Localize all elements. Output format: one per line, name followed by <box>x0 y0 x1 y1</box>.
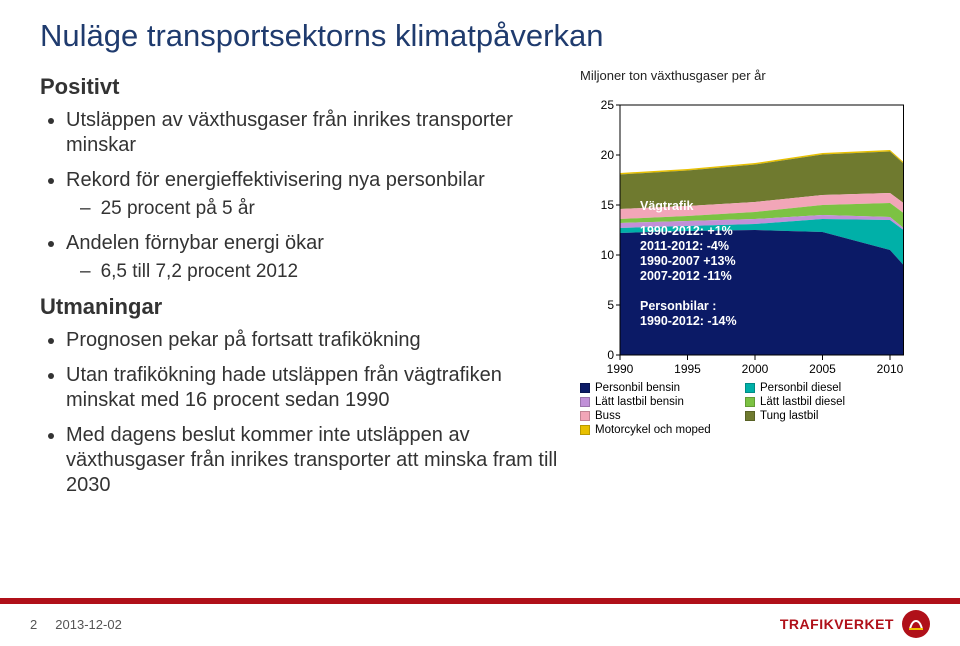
bullet-3-text: Andelen förnybar energi ökar <box>66 232 324 254</box>
legend-tung: Tung lastbil <box>745 410 910 422</box>
bullet-4: Prognosen pekar på fortsatt trafikökning <box>66 328 570 353</box>
subhead-challenges: Utmaningar <box>40 294 570 320</box>
bullet-2a: 25 procent på 5 år <box>80 197 570 221</box>
annot2-head: Personbilar : <box>640 299 716 313</box>
chart-legend: Personbil bensin Personbil diesel Lätt l… <box>580 381 910 437</box>
bullet-2-text: Rekord för energieffektivisering nya per… <box>66 169 485 191</box>
legend-label: Lätt lastbil diesel <box>760 396 845 408</box>
swatch-tung <box>745 411 755 421</box>
bullet-3: Andelen förnybar energi ökar 6,5 till 7,… <box>66 231 570 284</box>
subhead-positive: Positivt <box>40 74 570 100</box>
legend-ll-bensin: Lätt lastbil bensin <box>580 396 745 408</box>
ytick-25: 25 <box>601 98 615 112</box>
legend-label: Personbil diesel <box>760 382 841 394</box>
legend-label: Personbil bensin <box>595 382 680 394</box>
xtick-2000: 2000 <box>742 362 769 375</box>
xtick-2010: 2010 <box>877 362 904 375</box>
xtick-1990: 1990 <box>607 362 634 375</box>
ytick-5: 5 <box>607 298 614 312</box>
legend-pb-diesel: Personbil diesel <box>745 382 910 394</box>
footer-meta: 2 2013-12-02 <box>30 617 122 632</box>
legend-pb-bensin: Personbil bensin <box>580 382 745 394</box>
legend-label: Lätt lastbil bensin <box>595 396 684 408</box>
annot-vagtrafik: Vägtrafik <box>640 199 694 213</box>
left-column: Positivt Utsläppen av växthusgaser från … <box>40 68 580 508</box>
ytick-0: 0 <box>607 348 614 362</box>
ytick-15: 15 <box>601 198 615 212</box>
legend-label: Buss <box>595 410 621 422</box>
swatch-pb-diesel <box>745 383 755 393</box>
annot-l4: 2007-2012 -11% <box>640 269 732 283</box>
annot-l3: 1990-2007 +13% <box>640 254 736 268</box>
page-number: 2 <box>30 617 37 632</box>
right-column: Miljoner ton växthusgaser per år <box>580 68 920 508</box>
ytick-20: 20 <box>601 148 615 162</box>
ytick-10: 10 <box>601 248 615 262</box>
swatch-moto <box>580 425 590 435</box>
brand-logo: TRAFIKVERKET <box>780 610 930 638</box>
annot2-l1: 1990-2012: -14% <box>640 314 737 328</box>
bullet-1: Utsläppen av växthusgaser från inrikes t… <box>66 108 570 158</box>
legend-buss: Buss <box>580 410 745 422</box>
swatch-ll-diesel <box>745 397 755 407</box>
swatch-buss <box>580 411 590 421</box>
annot-l2: 2011-2012: -4% <box>640 239 729 253</box>
page-title: Nuläge transportsektorns klimatpåverkan <box>40 18 920 54</box>
xtick-1995: 1995 <box>674 362 701 375</box>
brand-icon <box>902 610 930 638</box>
legend-label: Tung lastbil <box>760 410 818 422</box>
bullet-3a: 6,5 till 7,2 procent 2012 <box>80 260 570 284</box>
footer-divider <box>0 598 960 604</box>
chart-title: Miljoner ton växthusgaser per år <box>580 68 920 83</box>
brand-name: TRAFIKVERKET <box>780 616 894 632</box>
legend-label: Motorcykel och moped <box>595 424 711 436</box>
bullet-2: Rekord för energieffektivisering nya per… <box>66 168 570 221</box>
legend-moto: Motorcykel och moped <box>580 424 745 436</box>
annot-l1: 1990-2012: +1% <box>640 224 733 238</box>
legend-ll-diesel: Lätt lastbil diesel <box>745 396 910 408</box>
bullet-5: Utan trafikökning hade utsläppen från vä… <box>66 363 570 413</box>
bullet-6: Med dagens beslut kommer inte utsläppen … <box>66 423 570 498</box>
swatch-pb-bensin <box>580 383 590 393</box>
swatch-ll-bensin <box>580 397 590 407</box>
xtick-2005: 2005 <box>809 362 836 375</box>
area-chart: 0 5 10 15 20 25 <box>580 85 910 375</box>
footer-date: 2013-12-02 <box>55 617 122 632</box>
